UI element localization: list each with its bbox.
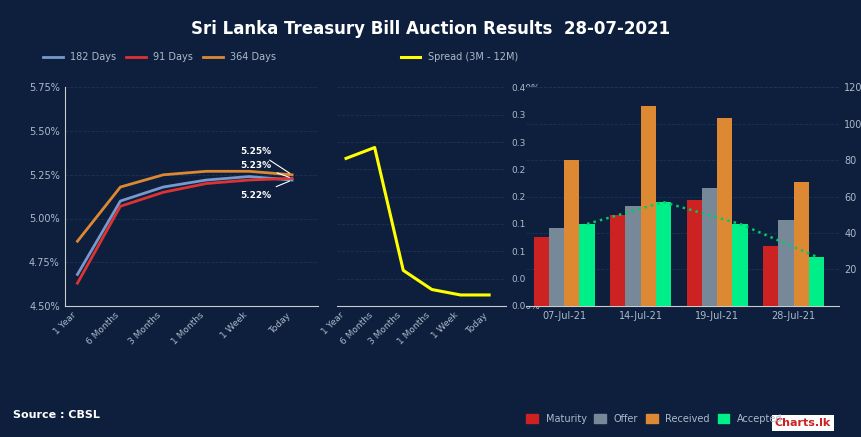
Bar <box>686 200 702 306</box>
Text: 5.23%: 5.23% <box>240 161 289 177</box>
Bar <box>733 224 747 306</box>
Bar <box>763 246 778 306</box>
Bar <box>548 228 564 306</box>
Legend: 182 Days, 91 Days, 364 Days: 182 Days, 91 Days, 364 Days <box>40 49 280 66</box>
Legend: Spread (3M - 12M): Spread (3M - 12M) <box>397 49 522 66</box>
Text: 5.22%: 5.22% <box>240 181 289 200</box>
Bar <box>702 187 717 306</box>
Bar <box>656 202 672 306</box>
Bar <box>564 160 579 306</box>
Bar <box>717 118 733 306</box>
Text: Sri Lanka Treasury Bill Auction Results  28-07-2021: Sri Lanka Treasury Bill Auction Results … <box>191 20 670 38</box>
Text: Source : CBSL: Source : CBSL <box>13 409 100 420</box>
Bar <box>778 220 794 306</box>
Text: 5.25%: 5.25% <box>240 147 290 173</box>
Bar <box>808 257 824 306</box>
Legend: Maturity, Offer, Received, Accepted: Maturity, Offer, Received, Accepted <box>523 410 786 428</box>
Bar <box>579 224 595 306</box>
Bar <box>625 206 641 306</box>
Bar <box>610 215 625 306</box>
Bar <box>534 237 548 306</box>
Bar <box>641 106 656 306</box>
Bar <box>794 182 808 306</box>
Text: Charts.lk: Charts.lk <box>775 418 831 428</box>
